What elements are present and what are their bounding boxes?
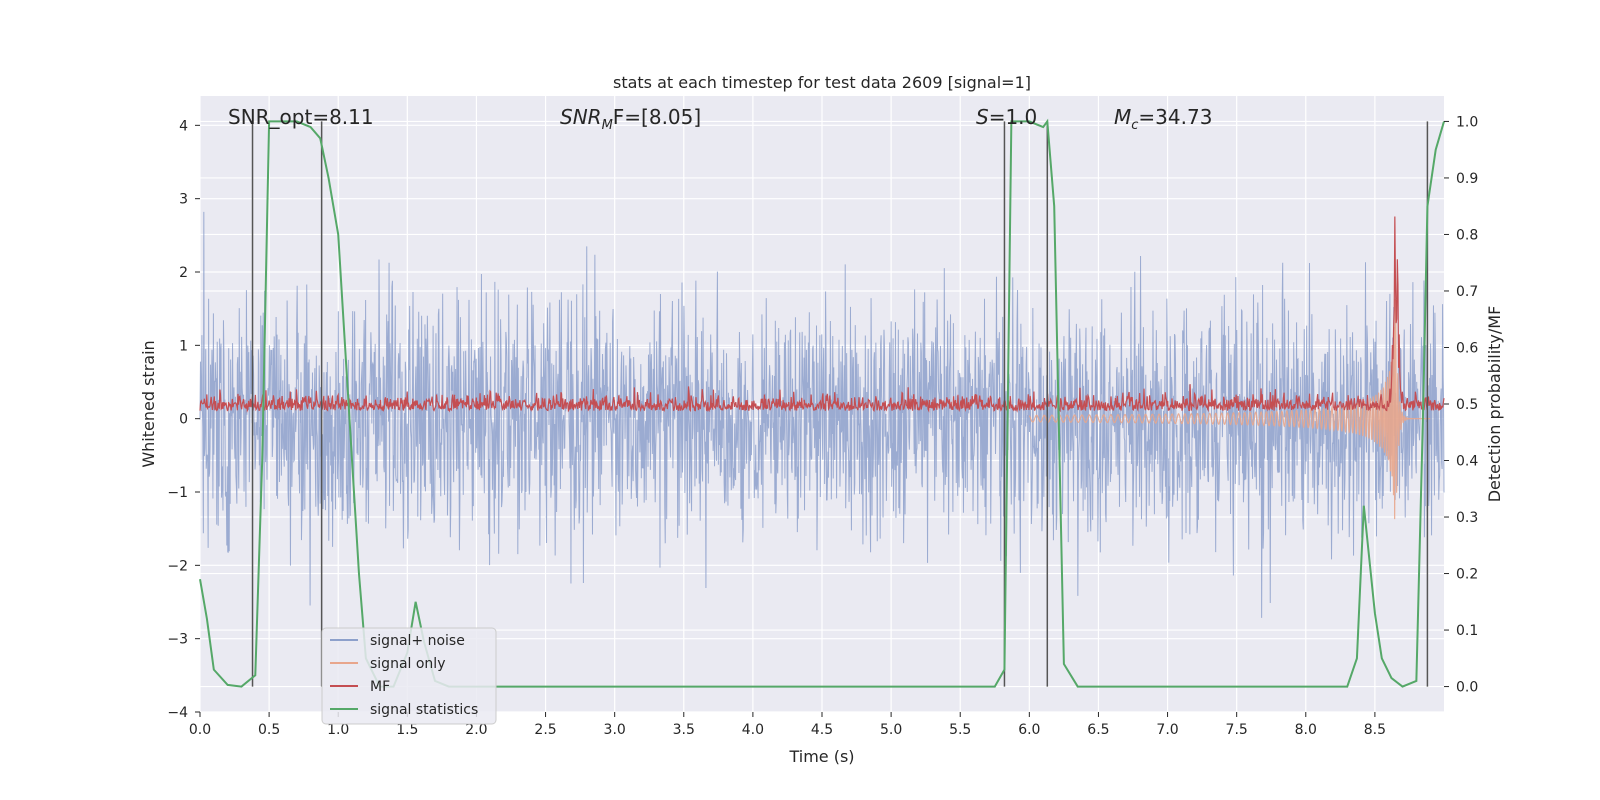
- series-signal-noise: [199, 211, 1445, 618]
- x-tick-label: 5.0: [880, 722, 902, 738]
- y-tick-label: 4: [179, 118, 188, 134]
- y2-tick-label: 1.0: [1456, 114, 1478, 130]
- y2-axis-label: Detection probability/MF: [1485, 306, 1504, 503]
- x-axis-label: Time (s): [788, 747, 854, 766]
- signal-noise-line: [199, 211, 1445, 618]
- x-tick-label: 0.0: [189, 722, 211, 738]
- y-tick-label: −4: [167, 705, 188, 721]
- x-tick-label: 3.5: [673, 722, 695, 738]
- series-signal-only: [1028, 298, 1431, 520]
- y-axis-label: Whitened strain: [139, 340, 158, 467]
- chart-title: stats at each timestep for test data 260…: [613, 73, 1031, 92]
- y-tick-label: −2: [167, 558, 188, 574]
- legend-label-mf: MF: [370, 679, 390, 695]
- y2-tick-label: 0.3: [1456, 510, 1478, 526]
- annotation-snr-opt: SNR_opt=8.11: [228, 105, 374, 129]
- y2-axis-ticks: 1.0 0.9 0.8 0.7 0.6 0.5 0.4 0.3 0.2 0.1 0.0: [1444, 114, 1478, 696]
- annotation-mc: Mc=34.73: [1114, 105, 1212, 133]
- series-mf: [199, 216, 1445, 413]
- y2-tick-label: 0.6: [1456, 340, 1478, 356]
- x-tick-label: 8.0: [1295, 722, 1317, 738]
- annotation-snr-mf-label: SNR: [560, 105, 602, 129]
- y2-tick-label: 0.0: [1456, 680, 1478, 696]
- legend-box: [321, 627, 497, 725]
- annotation-s-value: =1.0: [989, 105, 1038, 129]
- y2-tick-label: 0.5: [1456, 397, 1478, 413]
- y-tick-label: 3: [179, 192, 188, 208]
- x-tick-label: 5.5: [949, 722, 971, 738]
- annotation-snr-mf-rest: F=[8.05]: [613, 105, 701, 129]
- y2-tick-label: 0.8: [1456, 227, 1478, 243]
- y-tick-label: 1: [179, 338, 188, 354]
- legend: signal+ noise signal only MF signal stat…: [321, 627, 497, 725]
- x-tick-label: 8.5: [1364, 722, 1386, 738]
- y2-tick-label: 0.7: [1456, 284, 1478, 300]
- x-tick-label: 0.5: [258, 722, 280, 738]
- y-axis-ticks: 4 3 2 1 0 −1 −2 −3 −4: [167, 118, 200, 721]
- annotation-snr-mf: SNRMF=[8.05]: [560, 105, 701, 133]
- y2-tick-label: 0.4: [1456, 454, 1478, 470]
- y-tick-label: 2: [179, 265, 188, 281]
- x-tick-label: 3.0: [604, 722, 626, 738]
- y-tick-label: −3: [167, 632, 188, 648]
- signal-statistics-line: [199, 118, 1445, 688]
- x-axis-ticks: 0.0 0.5 1.0 1.5 2.0 2.5 3.0 3.5 4.0 4.5 5.0 5.5 6.0 6…: [189, 712, 1386, 738]
- x-tick-label: 1.0: [327, 722, 349, 738]
- x-tick-label: 2.0: [465, 722, 487, 738]
- annotation-s-label: S: [976, 105, 989, 129]
- legend-label-signal-statistics: signal statistics: [370, 702, 478, 718]
- annotation-mc-sub: c: [1131, 118, 1138, 133]
- y2-tick-label: 0.9: [1456, 171, 1478, 187]
- x-tick-label: 2.5: [534, 722, 556, 738]
- x-tick-label: 4.0: [742, 722, 764, 738]
- legend-label-signal-noise: signal+ noise: [370, 633, 465, 649]
- y-tick-label: 0: [179, 412, 188, 428]
- signal-only-line: [1028, 298, 1431, 520]
- series-signal-statistics: [199, 118, 1445, 688]
- x-tick-label: 4.5: [811, 722, 833, 738]
- x-tick-label: 6.0: [1018, 722, 1040, 738]
- mf-line: [199, 216, 1445, 413]
- x-tick-label: 7.5: [1226, 722, 1248, 738]
- x-tick-label: 1.5: [396, 722, 418, 738]
- annotation-snr-mf-sub: M: [602, 118, 613, 133]
- y2-tick-label: 0.1: [1456, 623, 1478, 639]
- annotation-mc-value: =34.73: [1138, 105, 1212, 129]
- x-tick-label: 7.0: [1156, 722, 1178, 738]
- y-tick-label: −1: [167, 485, 188, 501]
- x-tick-label: 6.5: [1087, 722, 1109, 738]
- y2-tick-label: 0.2: [1456, 567, 1478, 583]
- annotation-mc-label: M: [1114, 105, 1131, 129]
- annotation-s: S=1.0: [976, 105, 1037, 129]
- legend-label-signal-only: signal only: [370, 656, 445, 672]
